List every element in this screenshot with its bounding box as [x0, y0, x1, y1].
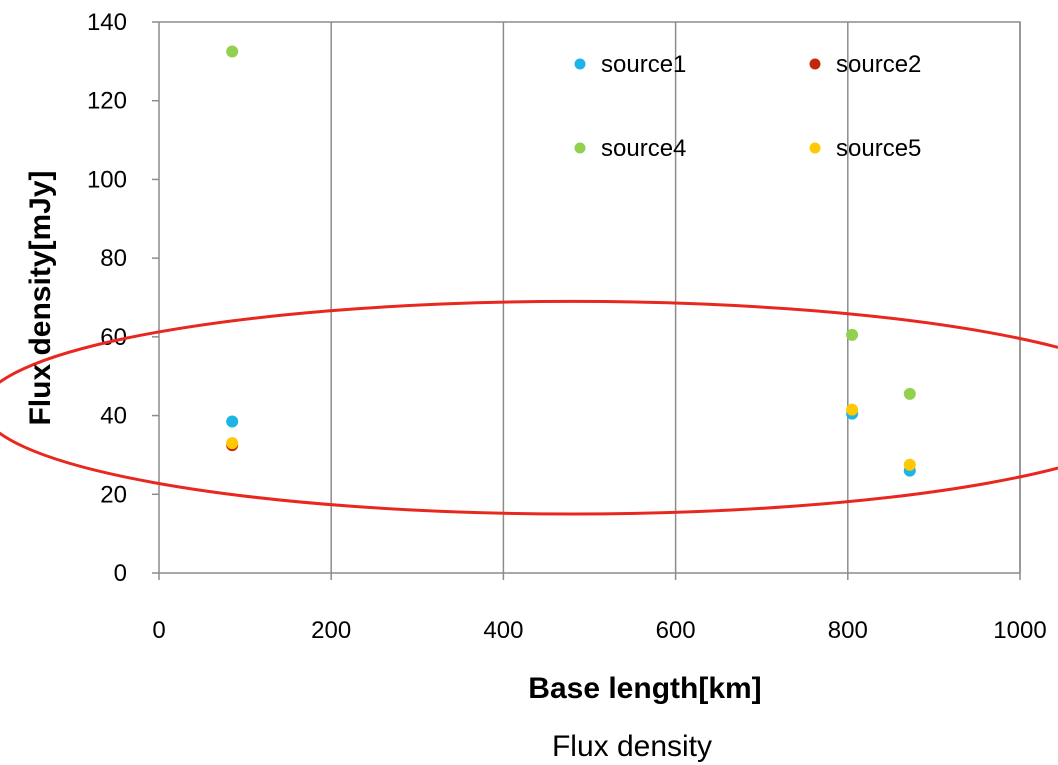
legend-label-source1: source1	[601, 51, 686, 78]
grid-lines	[330, 22, 1021, 573]
y-tick-label: 120	[87, 88, 127, 115]
data-point-source4	[903, 387, 916, 400]
x-tick-label: 200	[311, 617, 351, 644]
annotations	[0, 299, 1058, 516]
legend-label-source4: source4	[601, 135, 686, 162]
chart-caption: Flux density	[552, 730, 712, 763]
data-point-source4	[226, 45, 239, 58]
axes	[152, 21, 1021, 580]
x-tick-label: 1000	[993, 617, 1046, 644]
x-tick-label: 0	[152, 617, 165, 644]
legend-label-source2: source2	[836, 51, 921, 78]
data-point-source1	[226, 415, 239, 428]
highlight-ellipse	[0, 299, 1058, 516]
legend-marker-source4	[574, 142, 586, 154]
data-point-source5	[903, 458, 916, 471]
data-points	[226, 45, 916, 477]
legend-marker-source1	[574, 58, 586, 70]
y-tick-label: 40	[100, 403, 127, 430]
data-point-source5	[226, 437, 239, 450]
y-tick-label: 100	[87, 166, 127, 193]
legend-label-source5: source5	[836, 135, 921, 162]
x-tick-label: 400	[483, 617, 523, 644]
legend-marker-source2	[809, 58, 821, 70]
data-point-source5	[846, 403, 859, 416]
y-tick-label: 20	[100, 481, 127, 508]
y-tick-label: 60	[100, 324, 127, 351]
legend-marker-source5	[809, 142, 821, 154]
x-tick-label: 800	[828, 617, 868, 644]
y-axis-title: Flux density[mJy]	[24, 170, 57, 425]
y-tick-label: 140	[87, 9, 127, 36]
tick-labels: 0 20 40 60 80 100 120 140 0 200 400 600 800 1000	[87, 9, 1047, 644]
data-point-source4	[846, 328, 859, 341]
y-tick-label: 0	[114, 560, 127, 587]
x-tick-label: 600	[656, 617, 696, 644]
legend: source1 source2 source4 source5	[574, 51, 921, 162]
y-tick-label: 80	[100, 245, 127, 272]
x-axis-title: Base length[km]	[528, 672, 761, 705]
plot-frame	[158, 21, 1021, 574]
